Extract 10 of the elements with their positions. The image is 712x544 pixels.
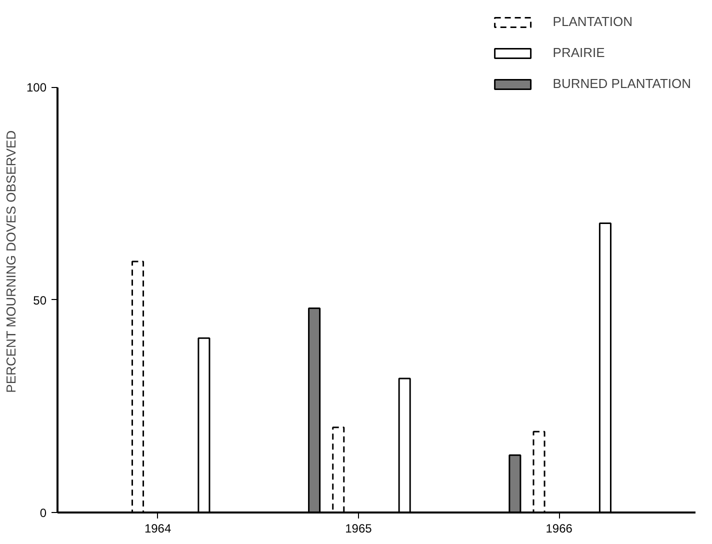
- x-tick-label: 1964: [144, 522, 172, 536]
- x-tick-label: 1966: [546, 522, 573, 536]
- legend-label: BURNED PLANTATION: [552, 76, 691, 91]
- y-tick-label: 100: [26, 80, 47, 95]
- legend-label: PRAIRIE: [552, 45, 605, 60]
- y-tick-label: 50: [33, 293, 47, 308]
- legend-label: PLANTATION: [552, 14, 632, 29]
- x-tick-label: 1965: [345, 522, 372, 536]
- y-axis-title: PERCENT MOURNING DOVES OBSERVED: [3, 130, 18, 393]
- y-tick-label: 0: [40, 506, 47, 520]
